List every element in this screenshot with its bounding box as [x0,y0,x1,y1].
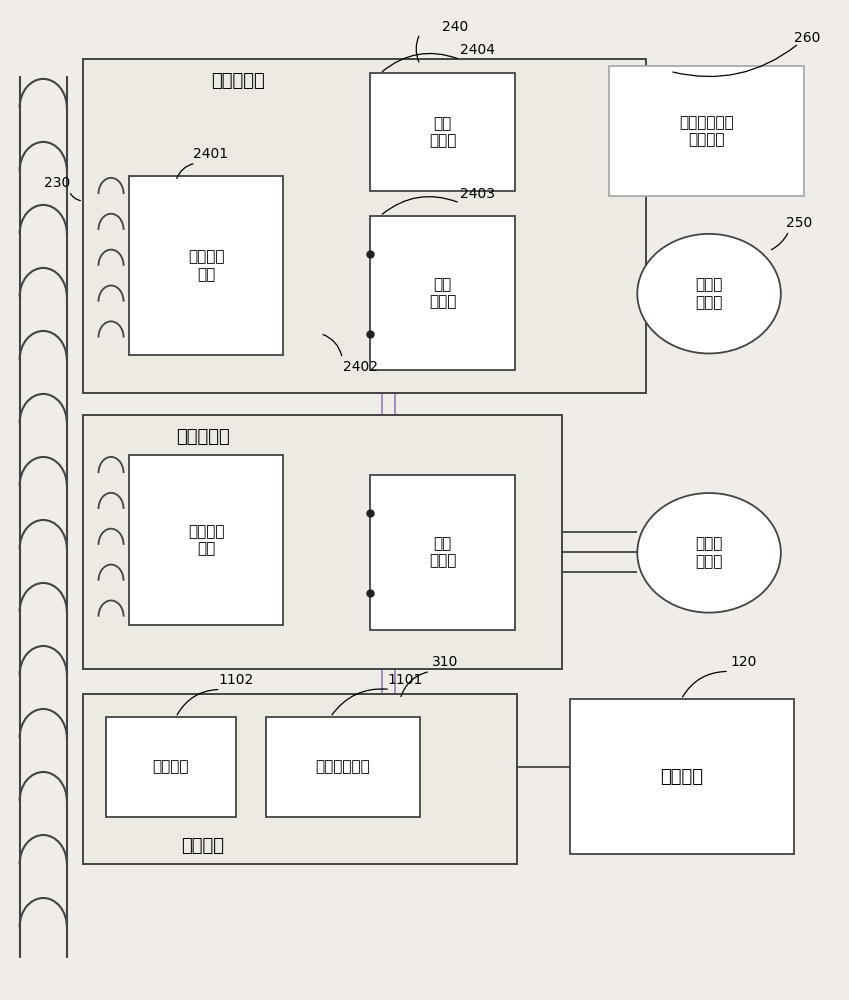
Text: 储能元件: 储能元件 [153,760,189,775]
Ellipse shape [638,234,781,353]
Bar [370,73,514,191]
Text: 能量变换电路: 能量变换电路 [315,760,370,775]
Text: 310: 310 [432,655,458,669]
Text: 230: 230 [44,176,70,190]
Bar [370,216,514,370]
Text: 四象限整
流器: 四象限整 流器 [188,524,224,556]
Bar [570,699,794,854]
Text: 交流牵
引电机: 交流牵 引电机 [695,277,722,310]
Bar [370,475,514,630]
Text: 120: 120 [731,655,757,669]
Text: 1101: 1101 [387,673,423,687]
Text: 牵引
逆变器: 牵引 逆变器 [429,536,456,569]
Text: 260: 260 [794,31,820,45]
Text: 240: 240 [441,20,468,34]
Bar [610,66,804,196]
Text: 储能模块: 储能模块 [181,837,224,855]
Bar [129,176,284,355]
Text: 250: 250 [785,216,812,230]
Text: 2404: 2404 [460,43,495,57]
Bar [83,415,561,669]
Bar [83,59,646,393]
Text: 牵引变流器: 牵引变流器 [211,72,265,90]
Text: 牵引变流器: 牵引变流器 [176,428,229,446]
Text: 2401: 2401 [193,147,228,161]
Bar [266,717,420,817]
Text: 控制模块: 控制模块 [661,768,703,786]
Text: 牵引
逆变器: 牵引 逆变器 [429,277,456,309]
Text: 交流牵
引电机: 交流牵 引电机 [695,537,722,569]
Text: 四象限整
流器: 四象限整 流器 [188,250,224,282]
Text: 空调、照明等
辅助设备: 空调、照明等 辅助设备 [679,115,734,147]
Bar [83,694,517,864]
Ellipse shape [638,493,781,613]
Text: 1102: 1102 [218,673,253,687]
Bar [129,455,284,625]
Text: 2402: 2402 [343,360,378,374]
Text: 辅助
逆变器: 辅助 逆变器 [429,116,456,148]
Bar [106,717,236,817]
Text: 2403: 2403 [460,187,495,201]
